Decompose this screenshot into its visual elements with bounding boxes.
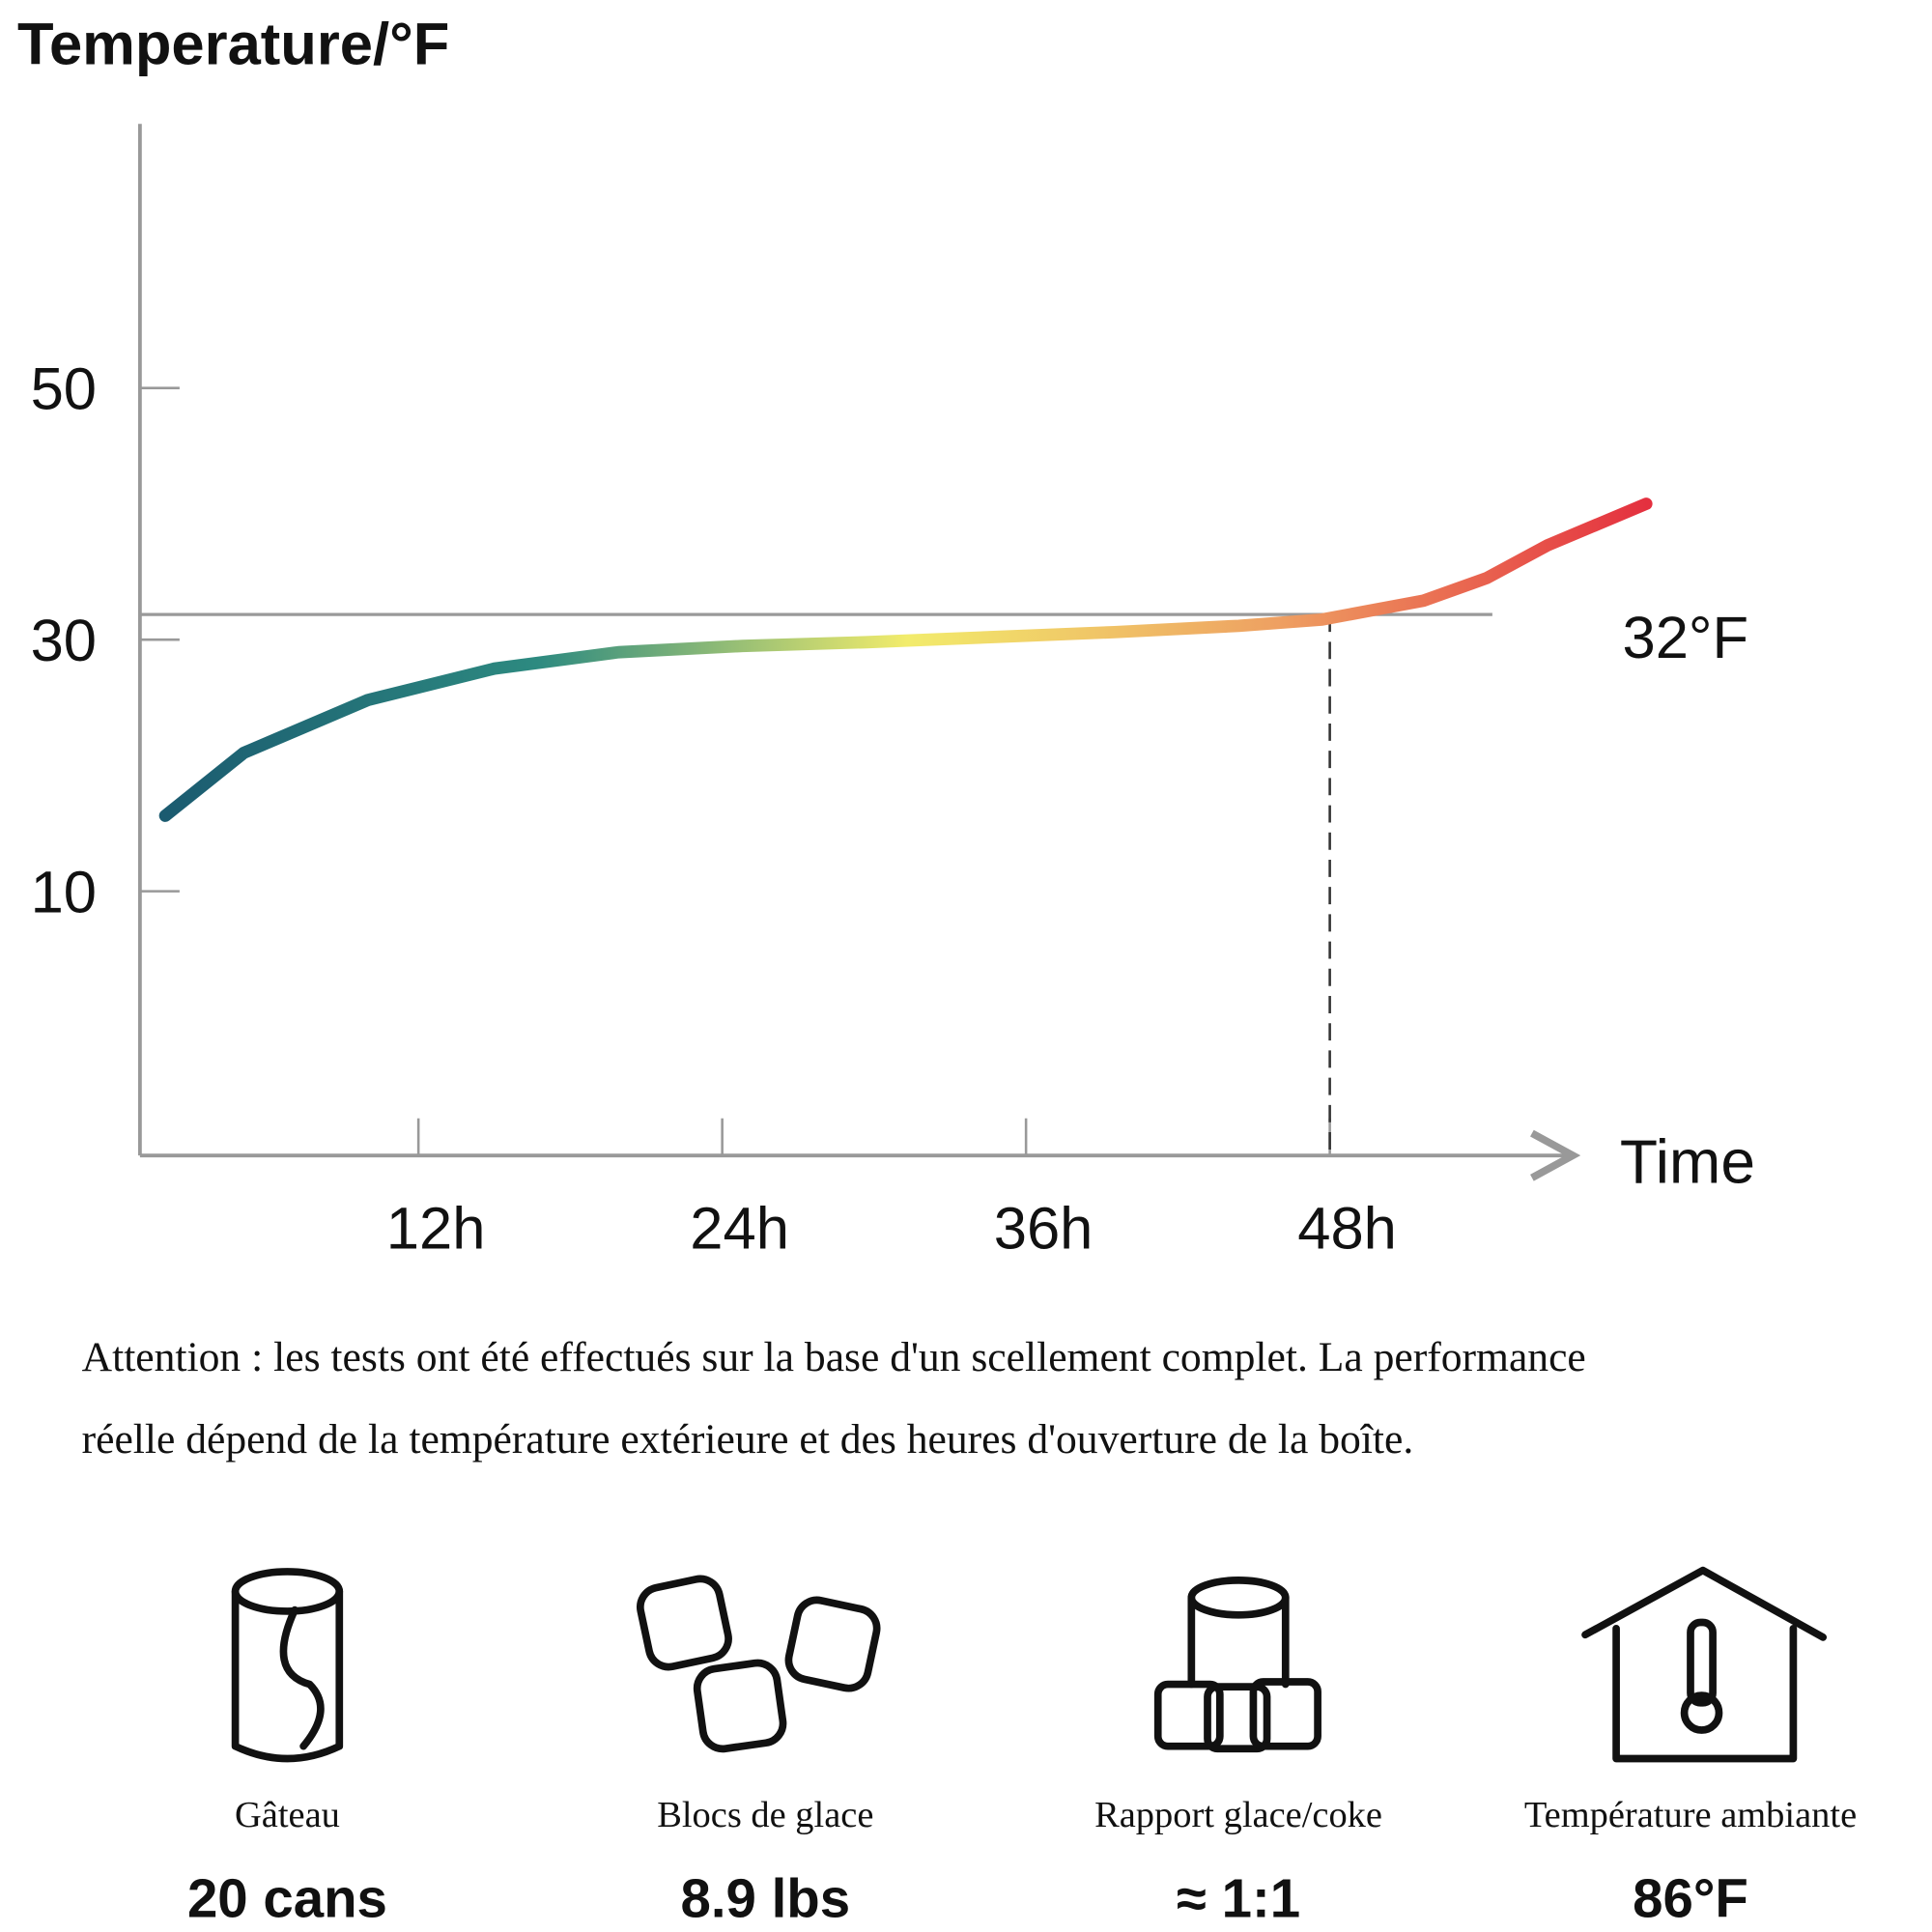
x-tick-label: 24h bbox=[690, 1195, 789, 1262]
can-icon bbox=[231, 1568, 344, 1763]
x-tick-label: 48h bbox=[1297, 1195, 1397, 1262]
note-line: Attention : les tests ont été effectués … bbox=[82, 1334, 1586, 1380]
feature-label: Blocs de glace bbox=[657, 1795, 873, 1835]
feature-value: 86°F bbox=[1633, 1868, 1748, 1929]
feature-value: 20 cans bbox=[187, 1868, 387, 1929]
ice-icon bbox=[637, 1575, 881, 1753]
y-tick-label: 50 bbox=[31, 355, 97, 422]
temperature-line bbox=[158, 497, 1653, 822]
feature-value: 8.9 lbs bbox=[681, 1868, 851, 1929]
reference-label: 32°F bbox=[1622, 605, 1748, 671]
feature-label: Gâteau bbox=[235, 1795, 340, 1835]
feature-label: Température ambiante bbox=[1524, 1795, 1857, 1835]
x-axis-label: Time bbox=[1620, 1126, 1755, 1196]
can-ice-icon bbox=[1153, 1577, 1321, 1753]
note-line: réelle dépend de la température extérieu… bbox=[82, 1416, 1414, 1463]
house-icon bbox=[1581, 1566, 1828, 1763]
feature-label: Rapport glace/coke bbox=[1094, 1795, 1382, 1835]
chart-title: Temperature/°F bbox=[17, 12, 449, 78]
x-tick-label: 12h bbox=[386, 1195, 486, 1262]
feature-value: ≈ 1:1 bbox=[1177, 1868, 1300, 1929]
y-tick-label: 10 bbox=[31, 859, 97, 925]
y-tick-label: 30 bbox=[31, 608, 97, 674]
x-tick-label: 36h bbox=[994, 1195, 1094, 1262]
